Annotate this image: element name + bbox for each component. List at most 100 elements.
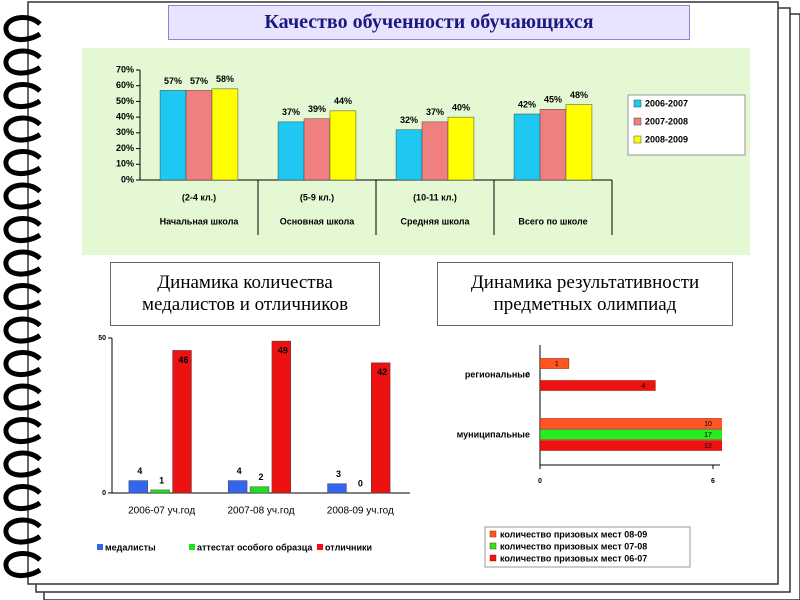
binder-ring xyxy=(3,215,42,243)
binder-ring xyxy=(3,182,42,210)
bar xyxy=(327,483,347,494)
bar xyxy=(513,113,541,181)
binder-ring xyxy=(3,550,42,578)
x-tick-label: 0 xyxy=(538,478,542,485)
x-group-label: Всего по школе xyxy=(518,216,587,226)
legend-swatch xyxy=(633,117,642,126)
bar xyxy=(172,350,192,494)
bar xyxy=(540,418,722,429)
binder-ring xyxy=(3,316,42,344)
legend-swatch xyxy=(633,135,642,144)
data-label: 1 xyxy=(159,475,164,485)
bar xyxy=(150,489,170,494)
legend-swatch xyxy=(489,554,497,562)
data-label: 1 xyxy=(555,361,559,368)
legend-swatch xyxy=(489,542,497,550)
legend-box xyxy=(484,526,691,568)
bar xyxy=(249,486,270,494)
binder-ring xyxy=(3,450,42,478)
binder-ring xyxy=(3,416,42,444)
bar xyxy=(540,440,722,451)
x-tick-label: (10-11 кл.) xyxy=(413,192,457,202)
data-label: 4 xyxy=(137,466,142,476)
x-tick-label: (5-9 кл.) xyxy=(300,192,334,202)
data-label: 3 xyxy=(336,469,341,479)
bar xyxy=(540,380,656,391)
x-tick-label: (2-4 кл.) xyxy=(182,192,216,202)
x-tick-label: 6 xyxy=(711,478,715,485)
bar xyxy=(421,121,449,181)
x-group-label: Основная школа xyxy=(280,216,356,226)
legend-swatch xyxy=(633,99,642,108)
binder-ring xyxy=(3,249,42,277)
data-label: 39% xyxy=(308,104,326,114)
x-tick-label: 2007-08 уч.год xyxy=(227,506,294,517)
bar xyxy=(447,116,475,181)
bar xyxy=(185,90,213,181)
page-title: Качество обученности обучающихся xyxy=(168,5,690,40)
data-label: 58% xyxy=(216,74,234,84)
panel-title: Динамика количества медалистов и отлични… xyxy=(110,262,380,326)
binder-ring xyxy=(3,48,42,76)
data-label: 0 xyxy=(358,478,363,488)
data-label: 4 xyxy=(237,466,242,476)
y-tick-label: 50% xyxy=(116,96,134,106)
data-label: 57% xyxy=(164,76,182,86)
y-tick-label: 10% xyxy=(116,159,134,169)
data-label: 17 xyxy=(704,432,712,439)
data-label: 2 xyxy=(258,472,263,482)
y-tick-label: 50 xyxy=(98,335,106,342)
y-tick-label: муниципальные xyxy=(457,429,530,439)
binder-ring xyxy=(3,349,42,377)
bar xyxy=(303,118,331,181)
legend-label: количество призовых мест 07-08 xyxy=(500,541,647,551)
data-label: 12 xyxy=(704,443,712,450)
binder-ring xyxy=(3,282,42,310)
bar xyxy=(540,429,722,440)
bar xyxy=(271,340,292,494)
binder-ring xyxy=(3,81,42,109)
bar xyxy=(371,362,391,494)
legend-swatch xyxy=(97,544,103,550)
data-label: 57% xyxy=(190,76,208,86)
bar xyxy=(540,358,570,369)
x-tick-label: 2008-09 уч.год xyxy=(327,506,394,517)
y-tick-label: региональные xyxy=(465,369,530,379)
legend-swatch xyxy=(489,530,497,538)
legend-swatch xyxy=(317,544,323,550)
y-tick-label: 60% xyxy=(116,80,134,90)
legend-swatch xyxy=(189,544,195,550)
legend-label: отличники xyxy=(325,542,372,552)
data-label: 46 xyxy=(179,355,189,365)
data-label: 32% xyxy=(400,115,418,125)
binder-ring xyxy=(3,115,42,143)
x-group-label: Средняя школа xyxy=(400,216,470,226)
y-tick-label: 20% xyxy=(116,143,134,153)
bar xyxy=(565,104,593,181)
x-group-label: Начальная школа xyxy=(160,216,240,226)
data-label: 45% xyxy=(544,95,562,105)
bar xyxy=(277,121,305,181)
binder-ring xyxy=(3,483,42,511)
y-tick-label: 0% xyxy=(121,174,134,184)
legend-label: 2007-2008 xyxy=(645,116,688,126)
legend-label: медалисты xyxy=(105,542,156,552)
legend-label: 2006-2007 xyxy=(645,98,688,108)
data-label: 44% xyxy=(334,96,352,106)
bar xyxy=(128,480,148,494)
data-label: 10 xyxy=(704,421,712,428)
y-tick-label: 40% xyxy=(116,112,134,122)
binder-ring xyxy=(3,148,42,176)
bar xyxy=(159,90,187,181)
legend-label: количество призовых мест 08-09 xyxy=(500,529,647,539)
binder-ring xyxy=(3,383,42,411)
legend-label: аттестат особого образца xyxy=(197,542,313,552)
data-label: 42 xyxy=(377,367,387,377)
data-label: 37% xyxy=(426,107,444,117)
data-label: 49 xyxy=(278,345,288,355)
x-tick-label: 2006-07 уч.год xyxy=(128,506,195,517)
data-label: 0 xyxy=(526,372,530,379)
data-label: 37% xyxy=(282,107,300,117)
